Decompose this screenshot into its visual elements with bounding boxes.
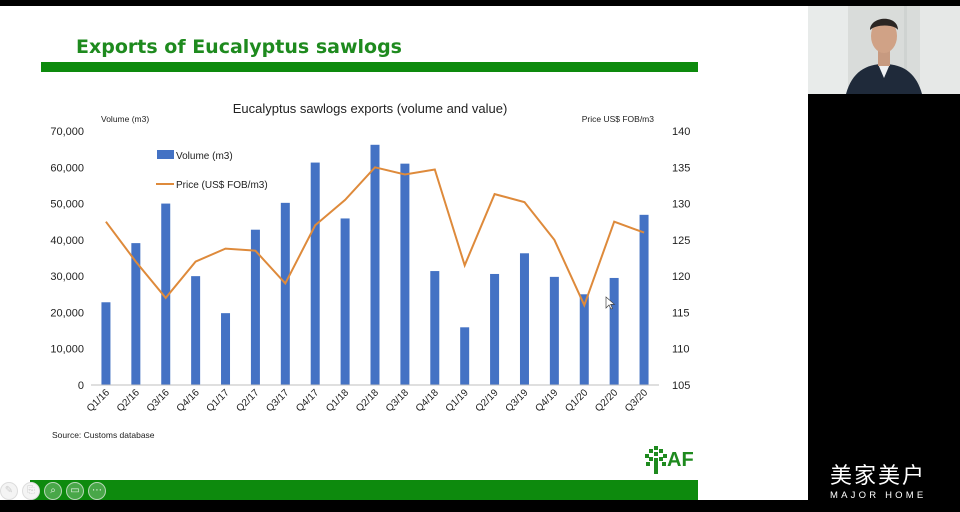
tree-icon xyxy=(645,446,667,474)
source-note: Source: Customs database xyxy=(52,430,155,440)
slide-title: Exports of Eucalyptus sawlogs xyxy=(76,36,402,58)
volume-bar xyxy=(639,214,649,385)
x-axis-ticks: Q1/16 Q2/16 Q3/16 Q4/16 Q1/17 Q2/17 Q3/17 Q4/17… xyxy=(85,387,650,414)
footer-bar xyxy=(30,480,698,500)
volume-bar xyxy=(490,273,500,385)
volume-bar xyxy=(609,277,619,385)
y-tick-label: 70,000 xyxy=(50,126,84,138)
captions-icon[interactable]: ▭ xyxy=(66,482,84,500)
x-tick-label: Q4/18 xyxy=(414,387,441,414)
y-tick-label: 20,000 xyxy=(50,307,84,319)
x-tick-label: Q1/18 xyxy=(324,387,351,414)
volume-bar xyxy=(549,276,559,385)
legend: Volume (m3) Price (US$ FOB/m3) xyxy=(156,150,268,191)
volume-bars xyxy=(101,144,649,385)
x-tick-label: Q3/19 xyxy=(504,387,531,414)
x-tick-label: Q2/20 xyxy=(593,387,620,414)
volume-bar xyxy=(161,203,171,385)
price-series-line xyxy=(105,166,645,308)
brand-name-en: MAJOR HOME xyxy=(830,490,927,501)
y-tick-label: 10,000 xyxy=(50,344,84,356)
volume-bar xyxy=(340,218,350,385)
x-tick-label: Q2/18 xyxy=(354,387,381,414)
volume-bar xyxy=(250,229,260,385)
volume-bar xyxy=(519,253,529,385)
volume-bar xyxy=(101,302,111,385)
volume-bar xyxy=(370,144,380,385)
x-tick-label: Q4/19 xyxy=(533,387,560,414)
y-tick-label: 40,000 xyxy=(50,235,84,247)
y-axis-label: Volume (m3) xyxy=(101,114,149,124)
x-tick-label: Q1/17 xyxy=(205,387,232,414)
y2-tick-label: 135 xyxy=(672,162,690,174)
brand-name-cn: 美家美户 xyxy=(830,464,927,489)
y2-tick-label: 125 xyxy=(672,235,690,247)
webcam-feed xyxy=(808,6,960,94)
presenter-video xyxy=(808,6,960,94)
chart-title: Eucalyptus sawlogs exports (volume and v… xyxy=(233,101,508,116)
x-tick-label: Q3/20 xyxy=(623,387,650,414)
volume-bar xyxy=(221,313,231,385)
y2-axis-label: Price US$ FOB/m3 xyxy=(582,114,655,124)
x-tick-label: Q4/16 xyxy=(175,387,202,414)
copy-icon[interactable]: ⎘ xyxy=(22,482,40,500)
price-line xyxy=(105,166,645,308)
y2-tick-label: 140 xyxy=(672,126,690,138)
x-tick-label: Q1/19 xyxy=(444,387,471,414)
mouse-cursor-icon xyxy=(605,296,616,310)
y2-tick-label: 120 xyxy=(672,271,690,283)
legend-volume-swatch xyxy=(157,150,174,159)
y2-tick-label: 110 xyxy=(672,344,690,356)
x-tick-label: Q1/20 xyxy=(563,387,590,414)
x-tick-label: Q3/18 xyxy=(384,387,411,414)
y2-tick-label: 115 xyxy=(672,307,690,319)
volume-bar xyxy=(191,276,201,385)
legend-volume-label: Volume (m3) xyxy=(176,151,233,162)
y-tick-label: 60,000 xyxy=(50,162,84,174)
more-icon[interactable]: ⋯ xyxy=(88,482,106,500)
brand-watermark: 美家美户 MAJOR HOME xyxy=(830,458,952,501)
search-icon[interactable]: ⌕ xyxy=(44,482,62,500)
title-rule xyxy=(41,62,698,72)
legend-price-label: Price (US$ FOB/m3) xyxy=(176,180,268,191)
volume-bar xyxy=(131,243,141,385)
x-tick-label: Q3/16 xyxy=(145,387,172,414)
y-tick-label: 30,000 xyxy=(50,271,84,283)
y-axis-ticks: 0 10,000 20,000 30,000 40,000 50,000 60,000 70,… xyxy=(50,126,84,392)
chart: Eucalyptus sawlogs exports (volume and v… xyxy=(50,101,690,414)
slide: Exports of Eucalyptus sawlogs Eucalyptus… xyxy=(0,6,808,500)
y-tick-label: 50,000 xyxy=(50,199,84,211)
af-logo: AF xyxy=(645,446,701,476)
y2-axis-ticks: 105 110 115 120 125 130 135 140 xyxy=(672,126,690,392)
y-tick-label: 0 xyxy=(78,380,84,392)
x-tick-label: Q4/17 xyxy=(294,387,321,414)
y2-tick-label: 130 xyxy=(672,199,690,211)
volume-bar xyxy=(460,327,470,385)
logo-text: AF xyxy=(667,449,694,471)
annotate-icon[interactable]: ✎ xyxy=(0,482,18,500)
presentation-toolbar: ✎ ⎘ ⌕ ▭ ⋯ xyxy=(0,482,106,500)
y2-tick-label: 105 xyxy=(672,380,690,392)
volume-bar xyxy=(280,202,290,385)
volume-bar xyxy=(310,162,320,385)
x-tick-label: Q1/16 xyxy=(85,387,112,414)
x-tick-label: Q3/17 xyxy=(264,387,291,414)
x-tick-label: Q2/19 xyxy=(474,387,501,414)
volume-bar xyxy=(579,294,589,385)
x-tick-label: Q2/17 xyxy=(234,387,261,414)
volume-bar xyxy=(400,163,410,385)
volume-bar xyxy=(430,271,440,385)
x-tick-label: Q2/16 xyxy=(115,387,142,414)
